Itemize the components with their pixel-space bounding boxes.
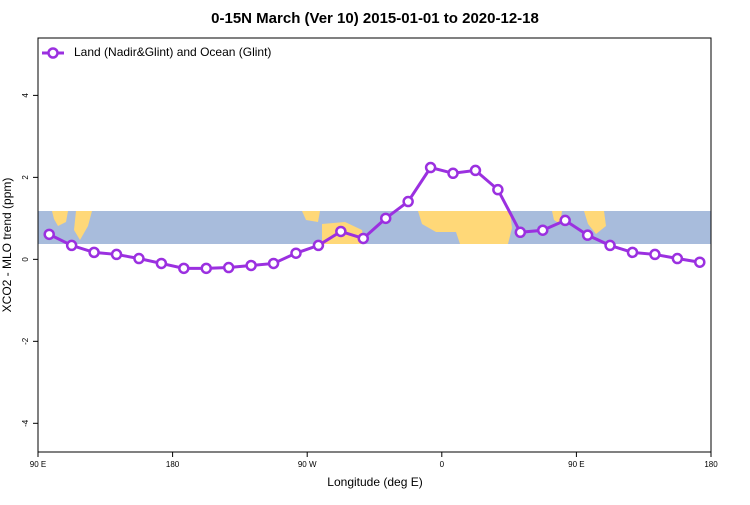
point: [671, 252, 684, 265]
y-axis-label: XCO2 - MLO trend (ppm): [0, 178, 14, 313]
point: [626, 246, 639, 259]
point: [694, 256, 706, 268]
point: [447, 167, 459, 180]
x-tick-label: 180: [704, 460, 718, 469]
y-tick-label: -2: [21, 337, 30, 345]
point: [200, 262, 212, 275]
point: [604, 239, 616, 252]
point: [88, 246, 100, 259]
point: [357, 232, 370, 245]
point: [559, 214, 571, 227]
point: [581, 229, 594, 241]
point: [649, 248, 661, 261]
point: [469, 164, 482, 177]
point: [155, 257, 168, 270]
point: [335, 225, 347, 238]
point: [537, 224, 549, 236]
point: [290, 247, 302, 259]
point: [110, 248, 123, 261]
point: [312, 239, 325, 252]
y-tick-label: -4: [21, 419, 30, 427]
x-tick-label: 90 W: [298, 460, 317, 469]
map-band: [38, 211, 711, 244]
chart-title: 0-15N March (Ver 10) 2015-01-01 to 2020-…: [211, 10, 539, 27]
y-tick-label: 2: [21, 175, 30, 180]
point: [379, 212, 392, 225]
point: [492, 183, 504, 196]
x-tick-label: 180: [166, 460, 180, 469]
legend-label: Land (Nadir&Glint) and Ocean (Glint): [74, 45, 271, 59]
x-tick-label: 90 E: [30, 460, 46, 469]
x-axis-label: Longitude (deg E): [327, 475, 422, 489]
point: [514, 226, 527, 239]
x-tick-label: 0: [440, 460, 445, 469]
point: [133, 252, 145, 265]
point: [424, 161, 437, 174]
x-tick-label: 90 E: [568, 460, 584, 469]
point: [402, 195, 414, 208]
point: [65, 239, 78, 252]
plot-frame: [37, 37, 712, 453]
y-tick-label: 4: [21, 93, 30, 98]
point: [43, 228, 55, 241]
point: [178, 262, 190, 275]
point: [222, 261, 235, 274]
point: [267, 257, 280, 270]
legend-marker: [47, 47, 59, 59]
point: [245, 259, 257, 272]
y-tick-label: 0: [21, 257, 30, 262]
